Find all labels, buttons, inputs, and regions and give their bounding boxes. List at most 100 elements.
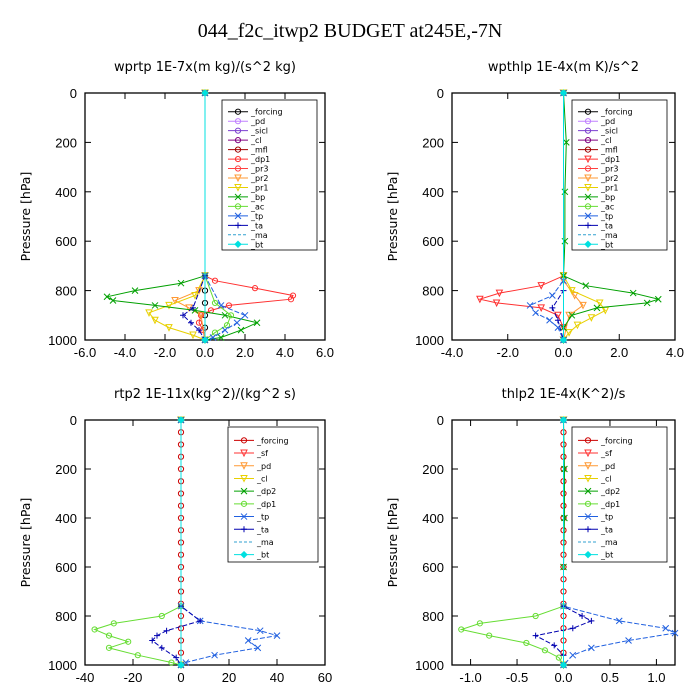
data-point-dp1 [476,295,484,304]
legend-label: _pr2 [600,174,618,183]
data-point-bp [217,334,225,341]
data-point-ta [163,627,170,634]
data-point-ta [149,637,156,644]
y-tick-label: 0 [437,86,444,101]
legend-label: _cl [256,474,268,483]
data-point-tp [241,311,249,319]
x-tick-label: -2.0 [497,345,519,360]
y-tick-label: 1000 [415,333,444,348]
x-tick-label: 2.0 [610,345,628,360]
legend-label: _tp [600,513,613,522]
data-point-ta [180,312,186,319]
series-line-dp1 [93,420,182,666]
panel-title: thlp2 1E-4x(K^2)/s [502,387,626,402]
y-tick-label: 0 [70,86,77,101]
x-tick-label: 6.0 [316,345,334,360]
legend-label: _bt [600,551,613,560]
data-point-bp [151,302,159,309]
legend-box [227,426,319,563]
legend-marker [585,526,591,533]
legend-marker [584,155,592,164]
data-point-tp [256,627,264,635]
x-tick-label: -4.0 [441,345,463,360]
legend-label: _bt [256,551,269,560]
legend-marker [584,193,592,201]
legend-marker [234,193,242,201]
legend: _forcing_pd_sicl_cl_mfl_dp1_pr3_pr2_pr1_… [571,99,668,251]
legend-marker [234,183,242,192]
data-point-bt [177,416,185,424]
data-point-tp [546,316,553,324]
y-axis-label: Pressure [hPa] [385,172,400,262]
legend-label: _pd [600,462,615,471]
y-tick-label: 200 [422,462,444,477]
data-point-bt [559,336,568,344]
data-point-tp [569,651,577,659]
data-point-pr1 [165,324,173,332]
legend-marker [584,203,592,210]
data-point-dp1 [251,285,259,292]
legend-label: _sicl [600,127,618,136]
x-tick-label: -20 [124,670,143,685]
series-line-pr2 [173,93,206,341]
y-tick-label: 400 [422,511,444,526]
x-tick-label: 20 [222,670,236,685]
legend-label: _forcing [600,436,633,445]
legend-label: _pr3 [250,165,268,174]
legend-label: _pr2 [250,174,268,183]
panel-title: wpthlp 1E-4x(m K)/s^2 [488,60,639,75]
legend-marker [234,155,242,163]
x-tick-label: -4.0 [114,345,136,360]
data-point-bp [643,299,651,307]
data-point-ta [173,654,180,661]
legend-marker [584,165,592,172]
legend-marker [240,513,248,520]
legend-marker [234,203,242,210]
legend-label: _ma [256,538,274,547]
x-tick-label: 0.0 [554,345,572,360]
legend-label: _forcing [256,436,289,445]
data-point-tp [671,629,679,637]
legend-label: _sf [600,449,612,458]
legend-label: _pd [256,462,271,471]
data-point-bp [582,282,590,290]
legend-label: _ta [250,221,263,230]
data-point-ta [158,644,165,651]
legend-marker [584,183,592,192]
legend-label: _bp [600,193,615,202]
legend-marker [234,165,242,172]
x-tick-label: -2.0 [154,345,176,360]
data-point-bp [568,311,576,319]
data-point-dp1 [134,652,141,659]
legend-label: _ma [250,231,268,240]
data-point-dp1 [476,620,483,627]
data-point-tp [526,302,534,309]
series-line-ta [151,420,202,666]
data-point-dp2 [561,514,568,522]
y-tick-label: 200 [55,135,77,150]
data-point-pr1 [565,329,573,337]
data-point-tp [548,292,556,299]
series-line-pr1 [148,93,206,341]
legend-label: _mfl [250,146,268,155]
series-line-tp [204,93,246,341]
data-point-dp1 [486,632,493,639]
data-point-tp [209,334,217,341]
data-point-tp [244,637,252,644]
legend-label: _dp2 [256,487,276,496]
data-point-ta [196,327,202,334]
legend-marker [240,449,248,458]
figure-title: 044_f2c_itwp2 BUDGET at245E,-7N [197,20,503,42]
legend-label: _ta [600,525,613,534]
y-tick-label: 800 [55,609,77,624]
legend-marker [584,513,592,520]
data-point-dp1 [225,302,233,309]
data-point-dp1 [458,626,465,633]
legend-marker [234,108,242,115]
data-point-dp1 [532,612,539,620]
legend-marker [234,118,242,125]
chart-panel-3: thlp2 1E-4x(K^2)/s Pressure [hPa] 0 200 400 6… [385,387,679,685]
y-tick-label: 400 [422,185,444,200]
data-point-bp [654,295,662,303]
